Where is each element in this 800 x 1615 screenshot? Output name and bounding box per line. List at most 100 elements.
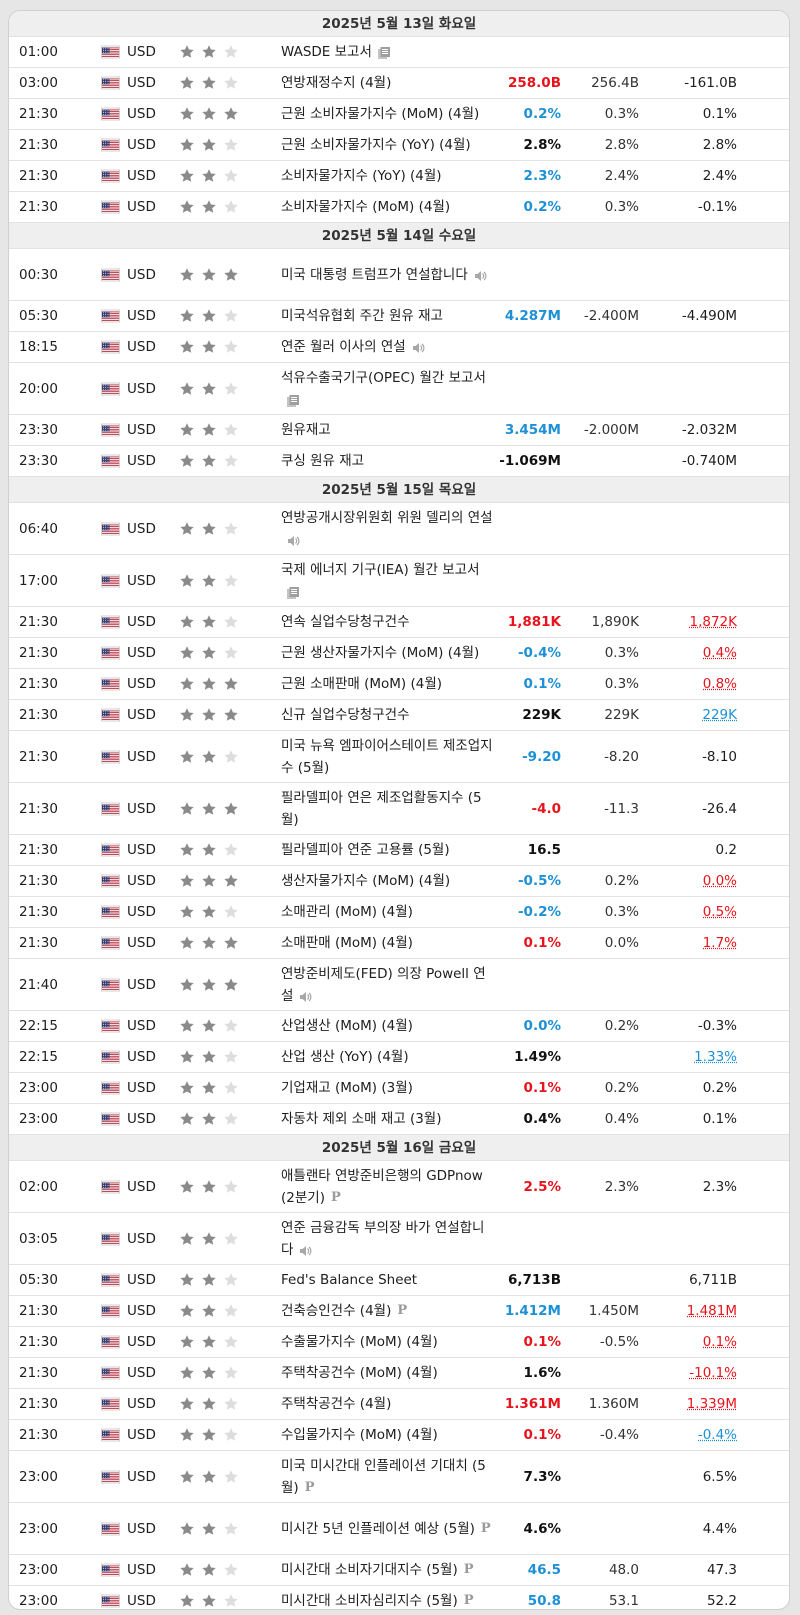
event-name[interactable]: 근원 소매판매 (MoM) (4월) [281, 673, 496, 695]
event-name[interactable]: WASDE 보고서 [281, 41, 496, 63]
event-name[interactable]: 원유재고 [281, 419, 496, 441]
event-name[interactable]: 연준 금융감독 부의장 바가 연설합니다 [281, 1217, 496, 1261]
event-name-text[interactable]: 쿠싱 원유 재고 [281, 453, 365, 469]
event-row[interactable]: 05:30 USD 미국석유협회 주간 원유 재고 4.287M -2.400M -4.4… [9, 301, 789, 332]
event-name-text[interactable]: 건축승인건수 (4월) [281, 1303, 392, 1319]
event-name[interactable]: 연방공개시장위원회 위원 델리의 연설 [281, 507, 496, 551]
event-name-text[interactable]: 연방재정수지 (4월) [281, 75, 392, 91]
document-icon[interactable] [286, 393, 300, 407]
event-name-text[interactable]: WASDE 보고서 [281, 44, 372, 60]
event-name[interactable]: 필라델피아 연은 제조업활동지수 (5월) [281, 787, 496, 831]
event-name-text[interactable]: 연준 금융감독 부의장 바가 연설합니다 [281, 1219, 485, 1258]
event-name-text[interactable]: 소매관리 (MoM) (4월) [281, 904, 413, 920]
event-name-text[interactable]: 근원 소비자물가지수 (YoY) (4월) [281, 137, 471, 153]
event-name[interactable]: 기업재고 (MoM) (3월) [281, 1077, 496, 1099]
event-row[interactable]: 23:00 USD 자동차 제외 소매 재고 (3월) 0.4% 0.4% 0.1% [9, 1104, 789, 1135]
event-row[interactable]: 18:15 USD 연준 월러 이사의 연설 [9, 332, 789, 363]
event-name-text[interactable]: 수입물가지수 (MoM) (4월) [281, 1427, 438, 1443]
event-row[interactable]: 03:00 USD 연방재정수지 (4월) 258.0B 256.4B -161.0B [9, 68, 789, 99]
event-name[interactable]: 미시간대 소비자기대지수 (5월) P [281, 1559, 496, 1581]
event-row[interactable]: 23:00 USD 미시간 5년 인플레이션 예상 (5월) P 4.6% 4.4% [9, 1503, 789, 1555]
event-name-text[interactable]: 주택착공건수 (4월) [281, 1396, 392, 1412]
event-row[interactable]: 21:30 USD 근원 생산자물가지수 (MoM) (4월) -0.4% 0.3% 0.… [9, 638, 789, 669]
event-name[interactable]: 국제 에너지 기구(IEA) 월간 보고서 [281, 559, 496, 603]
event-name-text[interactable]: 소매판매 (MoM) (4월) [281, 935, 413, 951]
event-name[interactable]: 미국 뉴욕 엠파이어스테이트 제조업지수 (5월) [281, 735, 496, 779]
event-name[interactable]: 미국석유협회 주간 원유 재고 [281, 305, 496, 327]
event-row[interactable]: 21:40 USD 연방준비제도(FED) 의장 Powell 연설 [9, 959, 789, 1011]
event-name-text[interactable]: 소비자물가지수 (YoY) (4월) [281, 168, 442, 184]
event-row[interactable]: 21:30 USD 수출물가지수 (MoM) (4월) 0.1% -0.5% 0.1% [9, 1327, 789, 1358]
event-name[interactable]: 수입물가지수 (MoM) (4월) [281, 1424, 496, 1446]
event-name[interactable]: 미국 대통령 트럼프가 연설합니다 [281, 264, 496, 286]
event-row[interactable]: 05:30 USD Fed's Balance Sheet 6,713B 6,711B [9, 1265, 789, 1296]
speaker-icon[interactable] [411, 340, 425, 354]
event-name[interactable]: 수출물가지수 (MoM) (4월) [281, 1331, 496, 1353]
event-row[interactable]: 21:30 USD 근원 소비자물가지수 (MoM) (4월) 0.2% 0.3% 0.1… [9, 99, 789, 130]
event-name[interactable]: 산업 생산 (YoY) (4월) [281, 1046, 496, 1068]
event-row[interactable]: 21:30 USD 수입물가지수 (MoM) (4월) 0.1% -0.4% -0.4% [9, 1420, 789, 1451]
event-row[interactable]: 17:00 USD 국제 에너지 기구(IEA) 월간 보고서 [9, 555, 789, 607]
event-name-text[interactable]: 필라델피아 연준 고용률 (5월) [281, 842, 450, 858]
event-row[interactable]: 02:00 USD 애틀랜타 연방준비은행의 GDPnow (2분기) P 2.5% 2.… [9, 1161, 789, 1213]
event-name-text[interactable]: 산업생산 (MoM) (4월) [281, 1018, 413, 1034]
event-row[interactable]: 20:00 USD 석유수출국기구(OPEC) 월간 보고서 [9, 363, 789, 415]
event-name-text[interactable]: 근원 생산자물가지수 (MoM) (4월) [281, 645, 480, 661]
event-name[interactable]: 연속 실업수당청구건수 [281, 611, 496, 633]
event-row[interactable]: 01:00 USD WASDE 보고서 [9, 37, 789, 68]
event-name-text[interactable]: 소비자물가지수 (MoM) (4월) [281, 199, 451, 215]
event-row[interactable]: 21:30 USD 소매관리 (MoM) (4월) -0.2% 0.3% 0.5% [9, 897, 789, 928]
event-row[interactable]: 21:30 USD 건축승인건수 (4월) P 1.412M 1.450M 1.481M [9, 1296, 789, 1327]
event-row[interactable]: 22:15 USD 산업생산 (MoM) (4월) 0.0% 0.2% -0.3% [9, 1011, 789, 1042]
event-name[interactable]: 건축승인건수 (4월) P [281, 1300, 496, 1322]
event-name[interactable]: 생산자물가지수 (MoM) (4월) [281, 870, 496, 892]
event-name-text[interactable]: 자동차 제외 소매 재고 (3월) [281, 1111, 442, 1127]
event-row[interactable]: 21:30 USD 필라델피아 연은 제조업활동지수 (5월) -4.0 -11.3 -2… [9, 783, 789, 835]
event-row[interactable]: 21:30 USD 미국 뉴욕 엠파이어스테이트 제조업지수 (5월) -9.20 -8… [9, 731, 789, 783]
event-name-text[interactable]: 애틀랜타 연방준비은행의 GDPnow (2분기) [281, 1167, 483, 1206]
event-name-text[interactable]: 근원 소매판매 (MoM) (4월) [281, 676, 443, 692]
event-name-text[interactable]: 주택착공건수 (MoM) (4월) [281, 1365, 438, 1381]
event-row[interactable]: 22:15 USD 산업 생산 (YoY) (4월) 1.49% 1.33% [9, 1042, 789, 1073]
event-row[interactable]: 23:30 USD 쿠싱 원유 재고 -1.069M -0.740M [9, 446, 789, 477]
event-name[interactable]: 신규 실업수당청구건수 [281, 704, 496, 726]
event-row[interactable]: 23:00 USD 미시간대 소비자심리지수 (5월) P 50.8 53.1 52.2 [9, 1586, 789, 1609]
event-name-text[interactable]: 기업재고 (MoM) (3월) [281, 1080, 413, 1096]
event-name[interactable]: 주택착공건수 (4월) [281, 1393, 496, 1415]
event-row[interactable]: 21:30 USD 소매판매 (MoM) (4월) 0.1% 0.0% 1.7% [9, 928, 789, 959]
event-row[interactable]: 21:30 USD 필라델피아 연준 고용률 (5월) 16.5 0.2 [9, 835, 789, 866]
event-name-text[interactable]: 산업 생산 (YoY) (4월) [281, 1049, 409, 1065]
event-name[interactable]: 자동차 제외 소매 재고 (3월) [281, 1108, 496, 1130]
event-row[interactable]: 21:30 USD 근원 소매판매 (MoM) (4월) 0.1% 0.3% 0.8% [9, 669, 789, 700]
event-name-text[interactable]: 연속 실업수당청구건수 [281, 614, 410, 630]
event-name[interactable]: 근원 소비자물가지수 (MoM) (4월) [281, 103, 496, 125]
event-name-text[interactable]: 미시간대 소비자심리지수 (5월) [281, 1593, 458, 1609]
event-row[interactable]: 21:30 USD 소비자물가지수 (YoY) (4월) 2.3% 2.4% 2.4% [9, 161, 789, 192]
event-name[interactable]: 연방준비제도(FED) 의장 Powell 연설 [281, 963, 496, 1007]
document-icon[interactable] [286, 585, 300, 599]
event-row[interactable]: 00:30 USD 미국 대통령 트럼프가 연설합니다 [9, 249, 789, 301]
event-row[interactable]: 23:30 USD 원유재고 3.454M -2.000M -2.032M [9, 415, 789, 446]
event-name-text[interactable]: 연준 월러 이사의 연설 [281, 339, 406, 355]
event-row[interactable]: 23:00 USD 미국 미시간대 인플레이션 기대치 (5월) P 7.3% 6.5% [9, 1451, 789, 1503]
event-name[interactable]: 애틀랜타 연방준비은행의 GDPnow (2분기) P [281, 1165, 496, 1209]
event-name-text[interactable]: 필라델피아 연은 제조업활동지수 (5월) [281, 789, 482, 828]
document-icon[interactable] [377, 45, 391, 59]
event-name[interactable]: 미시간대 소비자심리지수 (5월) P [281, 1590, 496, 1609]
event-row[interactable]: 21:30 USD 주택착공건수 (4월) 1.361M 1.360M 1.339M [9, 1389, 789, 1420]
event-row[interactable]: 21:30 USD 주택착공건수 (MoM) (4월) 1.6% -10.1% [9, 1358, 789, 1389]
event-name[interactable]: 미시간 5년 인플레이션 예상 (5월) P [281, 1518, 496, 1540]
event-name[interactable]: 쿠싱 원유 재고 [281, 450, 496, 472]
event-row[interactable]: 21:30 USD 연속 실업수당청구건수 1,881K 1,890K 1,872K [9, 607, 789, 638]
speaker-icon[interactable] [298, 989, 312, 1003]
event-name-text[interactable]: 근원 소비자물가지수 (MoM) (4월) [281, 106, 480, 122]
event-name[interactable]: 소비자물가지수 (YoY) (4월) [281, 165, 496, 187]
event-name-text[interactable]: 연방공개시장위원회 위원 델리의 연설 [281, 509, 493, 526]
event-name-text[interactable]: 미국 뉴욕 엠파이어스테이트 제조업지수 (5월) [281, 737, 493, 776]
event-name[interactable]: 주택착공건수 (MoM) (4월) [281, 1362, 496, 1384]
event-row[interactable]: 06:40 USD 연방공개시장위원회 위원 델리의 연설 [9, 503, 789, 555]
event-name-text[interactable]: 신규 실업수당청구건수 [281, 707, 410, 723]
event-row[interactable]: 21:30 USD 근원 소비자물가지수 (YoY) (4월) 2.8% 2.8% 2.8… [9, 130, 789, 161]
event-name[interactable]: 연방재정수지 (4월) [281, 72, 496, 94]
event-name-text[interactable]: 미시간대 소비자기대지수 (5월) [281, 1562, 458, 1578]
